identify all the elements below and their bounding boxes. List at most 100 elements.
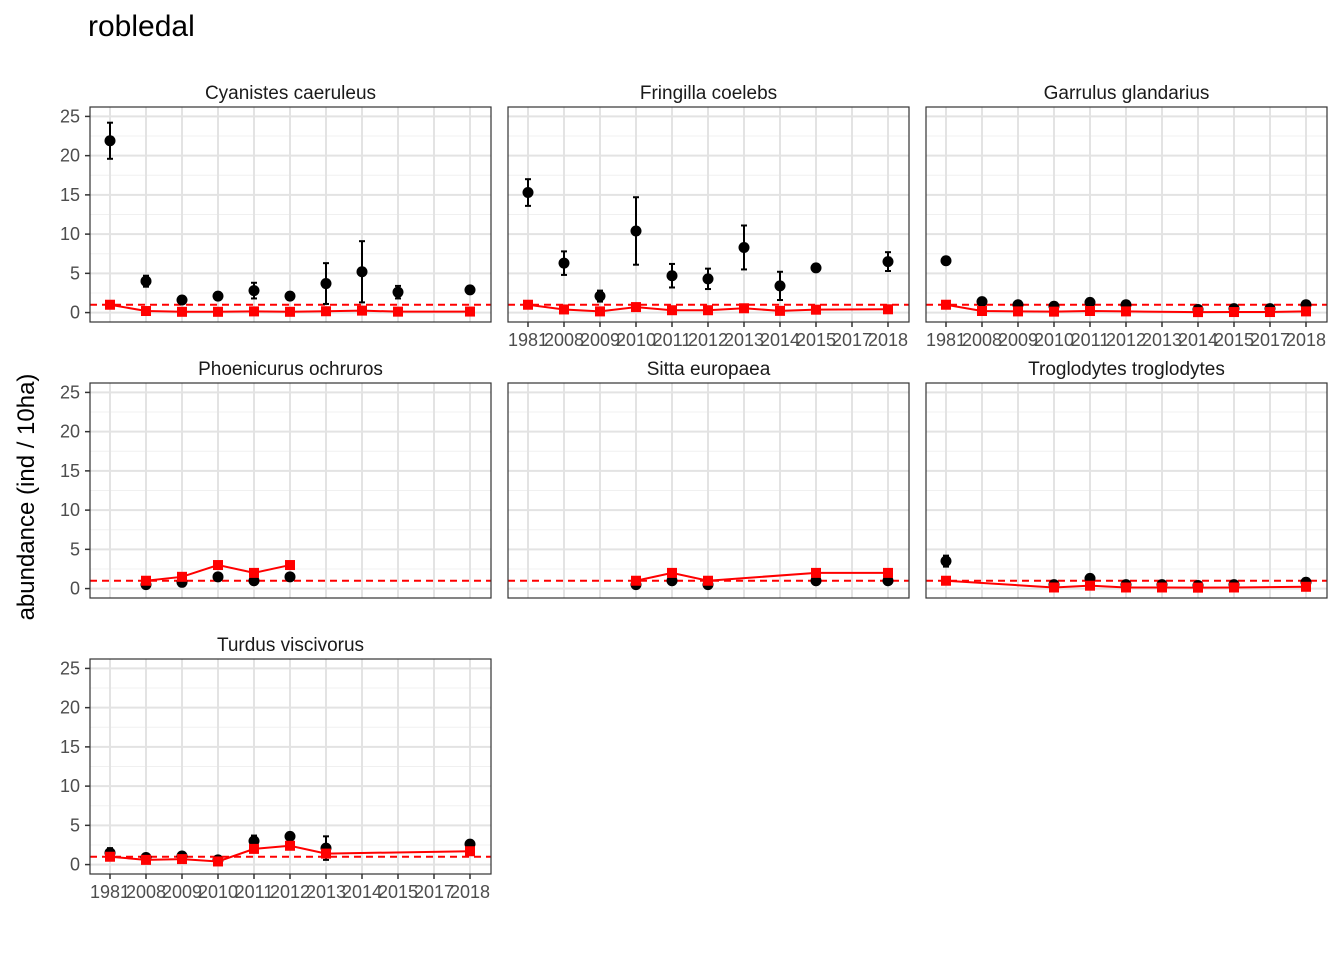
relative-point: [667, 567, 677, 578]
panel-title: Cyanistes caeruleus: [205, 83, 376, 104]
y-tick-label: 0: [70, 579, 80, 599]
relative-point: [1301, 306, 1311, 317]
relative-point: [249, 567, 259, 578]
relative-point: [321, 306, 331, 317]
relative-point: [105, 299, 115, 310]
y-tick-label: 15: [60, 737, 80, 757]
x-tick-label: 1981: [926, 330, 966, 350]
panel-garrulus-glandarius: Garrulus glandarius198120082009201020112…: [925, 83, 1328, 350]
observed-point: [810, 575, 822, 587]
relative-point: [1229, 307, 1239, 318]
relative-point: [1157, 582, 1167, 593]
relative-point: [1121, 306, 1131, 317]
x-tick-label: 2014: [342, 882, 382, 902]
y-tick-label: 25: [60, 658, 80, 678]
panel-border: [89, 382, 492, 599]
relative-point: [141, 854, 151, 865]
observed-point: [176, 294, 188, 306]
x-tick-label: 2013: [306, 882, 346, 902]
x-tick-label: 2017: [414, 882, 454, 902]
relative-point: [1049, 582, 1059, 593]
x-tick-label: 2008: [962, 330, 1002, 350]
relative-point: [523, 299, 533, 310]
panel-turdus-viscivorus: Turdus viscivorus05101520251981200820092…: [60, 635, 492, 902]
relative-point: [213, 856, 223, 867]
observed-point: [630, 225, 642, 237]
panel-title: Garrulus glandarius: [1044, 83, 1210, 104]
observed-point: [248, 285, 260, 297]
x-tick-label: 2010: [198, 882, 238, 902]
observed-point: [976, 296, 988, 308]
relative-point: [141, 306, 151, 317]
panel-border: [925, 382, 1328, 599]
relative-point: [1301, 581, 1311, 592]
relative-line: [109, 844, 471, 863]
observed-point: [212, 290, 224, 302]
relative-point: [213, 560, 223, 571]
y-tick-label: 25: [60, 106, 80, 126]
panel-border: [89, 106, 492, 323]
y-tick-label: 10: [60, 500, 80, 520]
panel-title: Troglodytes troglodytes: [1028, 359, 1225, 380]
panel-title: Fringilla coelebs: [640, 83, 777, 104]
x-tick-label: 2018: [1286, 330, 1326, 350]
relative-point: [1229, 582, 1239, 593]
panel-title: Phoenicurus ochruros: [198, 359, 383, 380]
panel-border: [507, 382, 910, 599]
relative-point: [941, 299, 951, 310]
x-tick-label: 2017: [1250, 330, 1290, 350]
observed-point: [356, 266, 368, 278]
y-tick-label: 15: [60, 461, 80, 481]
observed-point: [666, 575, 678, 587]
y-tick-label: 5: [70, 815, 80, 835]
relative-line: [945, 303, 1307, 314]
relative-point: [249, 843, 259, 854]
y-tick-label: 20: [60, 422, 80, 442]
relative-point: [559, 304, 569, 315]
x-tick-label: 2011: [1071, 330, 1110, 350]
x-tick-label: 2011: [235, 882, 274, 902]
x-tick-label: 2009: [998, 330, 1038, 350]
observed-point: [738, 241, 750, 253]
x-tick-label: 2012: [688, 330, 728, 350]
x-tick-label: 2012: [1106, 330, 1146, 350]
relative-point: [177, 571, 187, 582]
relative-point: [357, 305, 367, 316]
y-tick-label: 5: [70, 263, 80, 283]
x-tick-label: 2008: [126, 882, 166, 902]
relative-point: [177, 854, 187, 865]
panel-fringilla-coelebs: Fringilla coelebs19812008200920102011201…: [507, 83, 910, 350]
relative-point: [1085, 580, 1095, 591]
observed-point: [248, 575, 260, 587]
relative-point: [1013, 306, 1023, 317]
relative-point: [213, 306, 223, 317]
relative-point: [393, 306, 403, 317]
x-tick-label: 2009: [580, 330, 620, 350]
relative-point: [1265, 307, 1275, 318]
relative-point: [739, 303, 749, 314]
observed-point: [940, 555, 952, 567]
relative-point: [285, 840, 295, 851]
x-tick-label: 2013: [724, 330, 764, 350]
x-tick-label: 1981: [90, 882, 130, 902]
panel-troglodytes-troglodytes: Troglodytes troglodytes: [925, 359, 1328, 599]
relative-line: [527, 303, 889, 313]
observed-point: [320, 278, 332, 290]
relative-point: [285, 306, 295, 317]
observed-point: [1084, 296, 1096, 308]
relative-point: [1121, 582, 1131, 593]
panel-phoenicurus-ochruros: Phoenicurus ochruros 0 5 10 15 20 25: [60, 359, 492, 599]
y-tick-label: 0: [70, 855, 80, 875]
x-tick-label: 2010: [1034, 330, 1074, 350]
observed-point: [522, 187, 534, 199]
y-tick-label: 10: [60, 776, 80, 796]
observed-point: [558, 257, 570, 269]
observed-point: [140, 275, 152, 287]
observed-point: [212, 571, 224, 583]
relative-point: [141, 575, 151, 586]
y-tick-label: 20: [60, 698, 80, 718]
y-tick-label: 5: [70, 539, 80, 559]
relative-point: [775, 305, 785, 316]
observed-point: [810, 262, 822, 274]
